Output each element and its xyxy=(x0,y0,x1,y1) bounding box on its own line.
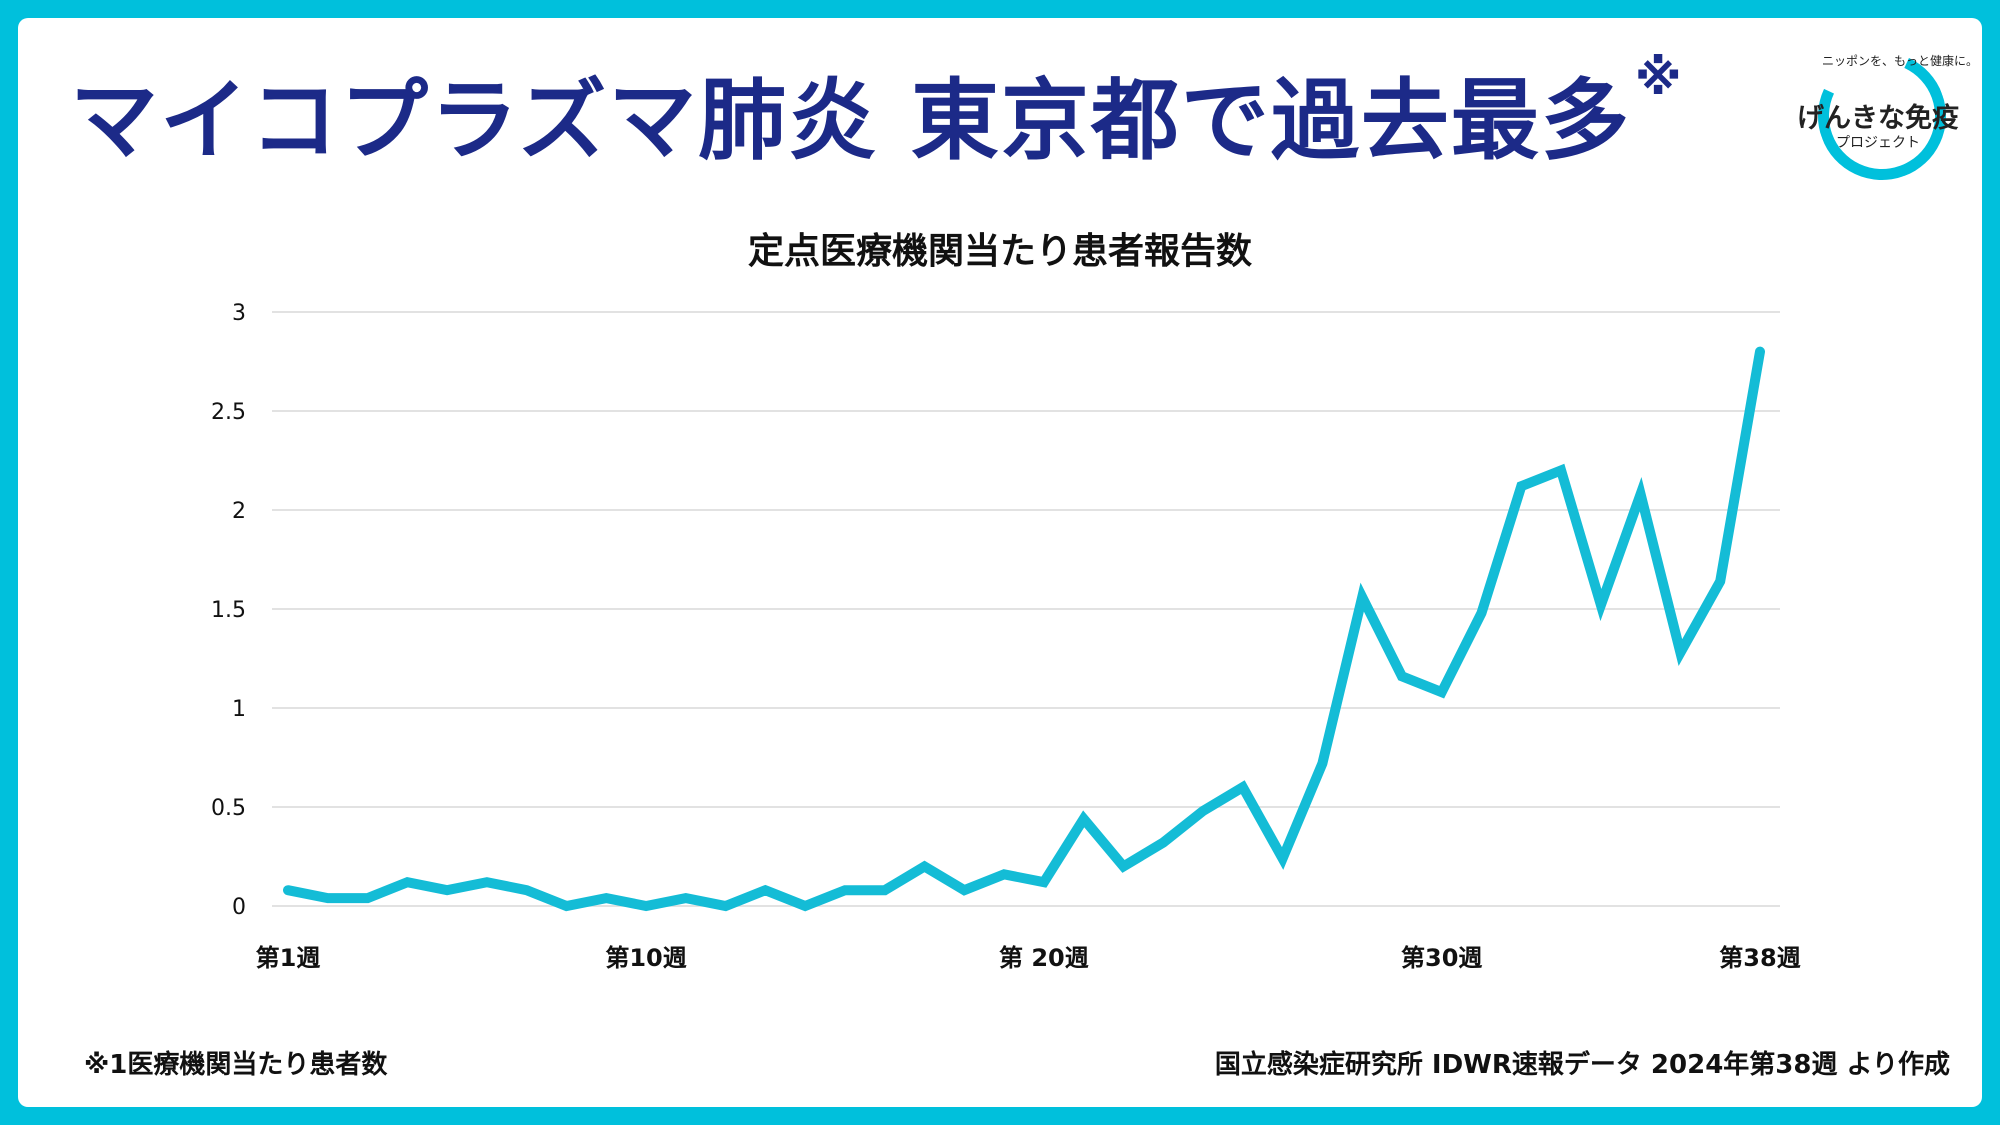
data-point-7 xyxy=(522,885,532,895)
data-point-14 xyxy=(800,901,810,911)
data-point-26 xyxy=(1278,853,1288,863)
y-tick-label-0: 0 xyxy=(232,895,246,920)
data-point-29 xyxy=(1397,671,1407,681)
data-point-16 xyxy=(880,885,890,895)
x-tick-label-2: 第 20週 xyxy=(999,944,1089,972)
data-point-25 xyxy=(1238,782,1248,792)
chart-title: 定点医療機関当たり患者報告数 xyxy=(747,231,1252,272)
logo: ニッポンを、もっと健康に。 げんきな免疫 プロジェクト xyxy=(1788,33,1978,199)
data-point-20 xyxy=(1039,877,1049,887)
footnote: ※1医療機関当たり患者数 xyxy=(84,1050,388,1080)
data-point-31 xyxy=(1477,608,1487,618)
data-point-9 xyxy=(601,893,611,903)
data-point-35 xyxy=(1636,489,1646,499)
data-point-23 xyxy=(1158,838,1168,848)
x-tick-label-3: 第30週 xyxy=(1401,944,1482,972)
y-tick-label-5: 2.5 xyxy=(211,400,246,425)
data-point-6 xyxy=(482,877,492,887)
data-point-3 xyxy=(363,893,373,903)
logo-name: げんきな免疫 xyxy=(1797,103,1959,134)
data-point-19 xyxy=(999,869,1009,879)
data-point-12 xyxy=(721,901,731,911)
logo-sub: プロジェクト xyxy=(1836,135,1920,151)
data-point-1 xyxy=(283,885,293,895)
data-point-38 xyxy=(1755,347,1765,357)
data-point-17 xyxy=(920,861,930,871)
data-point-24 xyxy=(1198,806,1208,816)
y-tick-label-1: 0.5 xyxy=(211,796,246,821)
title-text: マイコプラズマ肺炎 東京都で過去最多 xyxy=(70,69,1631,172)
data-point-28 xyxy=(1357,592,1367,602)
page-title: マイコプラズマ肺炎 東京都で過去最多※ xyxy=(70,50,1684,177)
source-note: 国立感染症研究所 IDWR速報データ 2024年第38週 より作成 xyxy=(1214,1050,1950,1080)
x-tick-label-0: 第1週 xyxy=(256,944,321,972)
data-point-18 xyxy=(959,885,969,895)
data-point-5 xyxy=(442,885,452,895)
y-tick-label-2: 1 xyxy=(232,697,246,722)
data-point-34 xyxy=(1596,600,1606,610)
y-tick-label-6: 3 xyxy=(232,301,246,326)
data-point-27 xyxy=(1317,758,1327,768)
data-point-30 xyxy=(1437,687,1447,697)
data-point-2 xyxy=(323,893,333,903)
data-point-4 xyxy=(402,877,412,887)
series-line xyxy=(283,346,1765,912)
data-point-22 xyxy=(1118,861,1128,871)
y-tick-label-3: 1.5 xyxy=(211,598,246,623)
data-point-32 xyxy=(1516,481,1526,491)
title-note-mark: ※ xyxy=(1634,50,1684,106)
data-point-11 xyxy=(681,893,691,903)
x-tick-label-1: 第10週 xyxy=(605,944,686,972)
data-point-37 xyxy=(1715,576,1725,586)
data-point-33 xyxy=(1556,465,1566,475)
data-point-15 xyxy=(840,885,850,895)
x-tick-label-4: 第38週 xyxy=(1719,944,1800,972)
logo-tagline: ニッポンを、もっと健康に。 xyxy=(1822,54,1979,68)
data-point-13 xyxy=(760,885,770,895)
data-point-21 xyxy=(1079,814,1089,824)
data-point-8 xyxy=(561,901,571,911)
data-point-36 xyxy=(1675,648,1685,658)
y-tick-label-4: 2 xyxy=(232,499,246,524)
data-point-10 xyxy=(641,901,651,911)
